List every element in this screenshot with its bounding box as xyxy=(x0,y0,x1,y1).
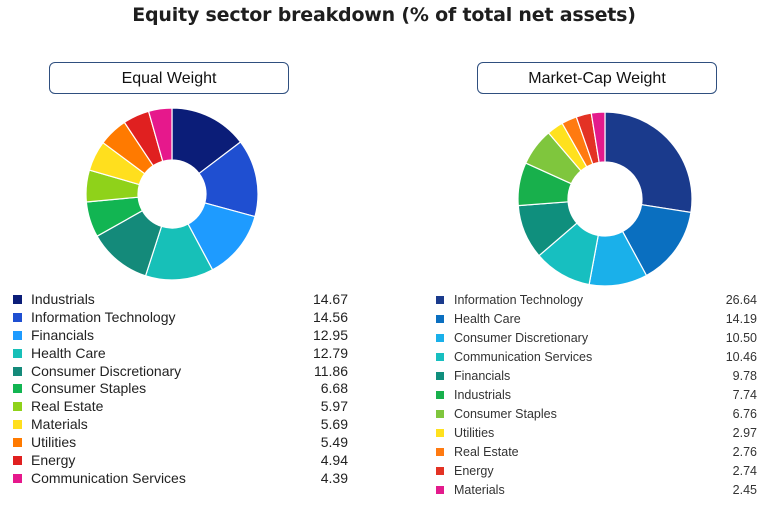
legend-swatch xyxy=(13,366,22,376)
legend-item: Materials 2.45 xyxy=(436,481,761,500)
legend-value: 5.49 xyxy=(320,434,348,451)
equal-weight-label: Equal Weight xyxy=(49,62,289,94)
legend-item: Utilities 5.49 xyxy=(13,434,353,452)
slice-materials xyxy=(590,112,606,164)
legend-label: Health Care xyxy=(31,344,106,361)
legend-label: Financials xyxy=(454,369,511,383)
legend-swatch xyxy=(436,296,444,304)
legend-swatch xyxy=(436,334,444,342)
legend-item: Communication Services 10.46 xyxy=(436,348,761,367)
market-cap-weight-legend: Information Technology 26.64 Health Care 14… xyxy=(436,291,761,500)
legend-swatch xyxy=(436,410,444,418)
legend-value: 2.97 xyxy=(732,426,757,440)
legend-swatch xyxy=(436,372,444,380)
legend-item: Industrials 14.67 xyxy=(13,291,353,309)
legend-label: Consumer Staples xyxy=(31,380,147,397)
legend-label: Communication Services xyxy=(31,469,186,486)
legend-value: 5.69 xyxy=(320,416,348,433)
legend-swatch xyxy=(436,315,444,323)
legend-value: 4.39 xyxy=(320,469,348,486)
legend-item: Real Estate 2.76 xyxy=(436,443,761,462)
legend-value: 2.76 xyxy=(732,445,757,459)
legend-value: 5.97 xyxy=(320,398,348,415)
legend-swatch xyxy=(13,438,22,448)
legend-item: Consumer Staples 6.76 xyxy=(436,405,761,424)
legend-label: Materials xyxy=(31,416,88,433)
legend-swatch xyxy=(436,467,444,475)
legend-label: Utilities xyxy=(31,434,77,451)
slice-communication-services xyxy=(147,108,173,163)
legend-value: 14.67 xyxy=(312,291,348,307)
legend-item: Energy 2.74 xyxy=(436,462,761,481)
chart-title: Equity sector breakdown (% of total net … xyxy=(132,4,636,26)
legend-item: Consumer Discretionary 11.86 xyxy=(13,363,353,381)
legend-value: 6.76 xyxy=(732,407,757,421)
legend-value: 26.64 xyxy=(725,293,757,307)
legend-value: 12.95 xyxy=(312,326,348,343)
legend-swatch xyxy=(13,402,22,412)
legend-label: Energy xyxy=(454,464,494,478)
legend-value: 9.78 xyxy=(732,369,757,383)
legend-item: Energy 4.94 xyxy=(13,452,353,470)
legend-swatch xyxy=(13,312,22,322)
legend-value: 4.94 xyxy=(320,452,348,469)
legend-value: 2.74 xyxy=(732,464,757,478)
legend-value: 14.19 xyxy=(725,312,757,326)
legend-swatch xyxy=(436,391,444,399)
market-cap-weight-label: Market-Cap Weight xyxy=(477,62,717,94)
legend-label: Consumer Discretionary xyxy=(31,362,182,379)
legend-swatch xyxy=(13,330,22,340)
legend-label: Utilities xyxy=(454,426,495,440)
legend-value: 6.68 xyxy=(320,380,348,397)
legend-item: Real Estate 5.97 xyxy=(13,398,353,416)
legend-label: Health Care xyxy=(454,312,521,326)
legend-value: 7.74 xyxy=(732,388,757,402)
legend-item: Materials 5.69 xyxy=(13,416,353,434)
legend-item: Industrials 7.74 xyxy=(436,386,761,405)
legend-swatch xyxy=(436,486,444,494)
legend-value: 10.50 xyxy=(725,331,757,345)
legend-label: Industrials xyxy=(454,388,511,402)
legend-value: 2.45 xyxy=(732,483,757,497)
legend-swatch xyxy=(13,295,22,304)
legend-label: Energy xyxy=(31,452,76,469)
legend-label: Real Estate xyxy=(454,445,519,459)
legend-item: Financials 12.95 xyxy=(13,327,353,345)
legend-label: Consumer Staples xyxy=(454,407,557,421)
legend-swatch xyxy=(13,420,22,430)
legend-item: Communication Services 4.39 xyxy=(13,470,353,488)
legend-value: 12.79 xyxy=(312,344,348,361)
legend-item: Consumer Staples 6.68 xyxy=(13,380,353,398)
legend-swatch xyxy=(436,448,444,456)
legend-item: Information Technology 14.56 xyxy=(13,309,353,327)
legend-label: Communication Services xyxy=(454,350,593,364)
legend-swatch xyxy=(13,473,22,483)
legend-swatch xyxy=(13,384,22,394)
equal-weight-legend: Industrials 14.67 Information Technology 14… xyxy=(13,291,353,488)
legend-item: Consumer Discretionary 10.50 xyxy=(436,329,761,348)
legend-label: Financials xyxy=(31,326,95,343)
legend-swatch xyxy=(13,348,22,358)
legend-item: Financials 9.78 xyxy=(436,367,761,386)
legend-label: Information Technology xyxy=(454,293,584,307)
legend-swatch xyxy=(436,429,444,437)
legend-swatch xyxy=(13,456,22,466)
market-cap-weight-donut xyxy=(518,112,692,286)
legend-label: Materials xyxy=(454,483,505,497)
legend-value: 11.86 xyxy=(314,362,348,379)
slice-information-technology xyxy=(604,112,692,214)
legend-item: Information Technology 26.64 xyxy=(436,291,761,310)
legend-label: Consumer Discretionary xyxy=(454,331,589,345)
legend-item: Health Care 14.19 xyxy=(436,310,761,329)
legend-swatch xyxy=(436,353,444,361)
legend-item: Health Care 12.79 xyxy=(13,345,353,363)
legend-value: 14.56 xyxy=(312,308,348,325)
legend-label: Industrials xyxy=(31,291,95,307)
legend-label: Real Estate xyxy=(31,398,104,415)
equal-weight-donut xyxy=(86,108,258,280)
legend-label: Information Technology xyxy=(31,308,176,325)
legend-item: Utilities 2.97 xyxy=(436,424,761,443)
legend-value: 10.46 xyxy=(725,350,757,364)
